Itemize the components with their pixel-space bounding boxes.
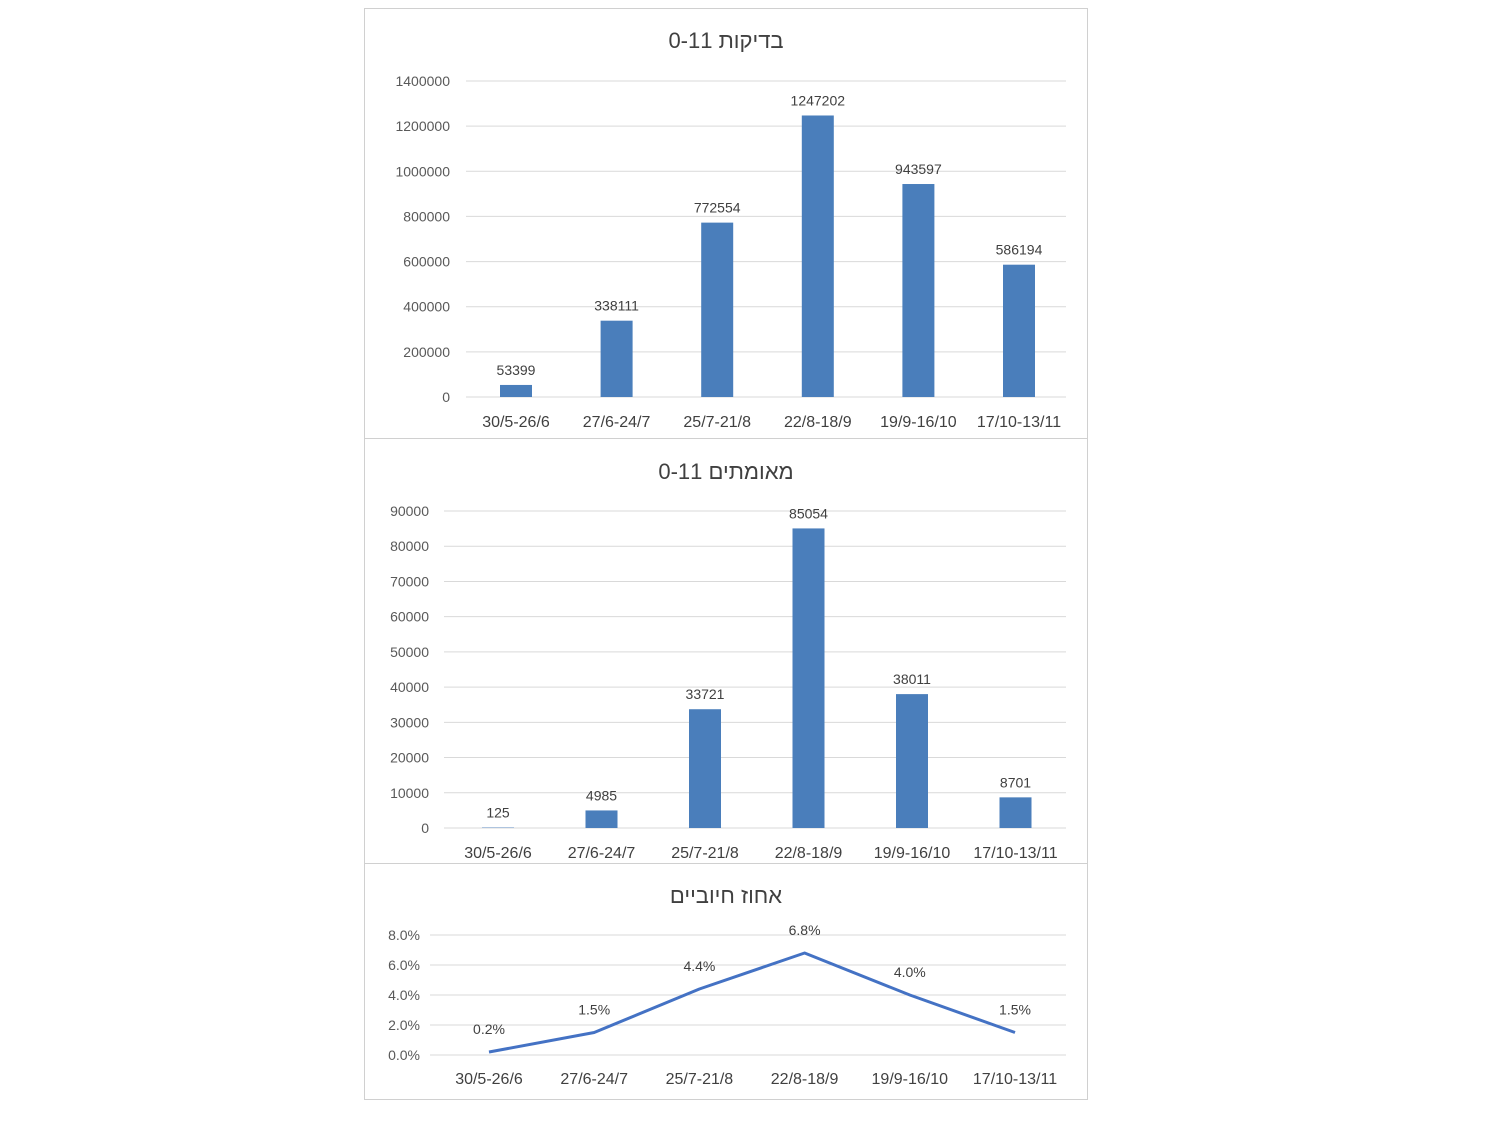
- data-label: 943597: [895, 161, 942, 177]
- y-tick-label: 60000: [390, 609, 429, 625]
- panel-divider: [364, 863, 1088, 864]
- x-tick-label: 30/5-26/6: [482, 414, 550, 431]
- bar: [701, 222, 734, 397]
- chart-title: מאומתים 0-11: [658, 459, 793, 484]
- x-tick-label: 30/5-26/6: [455, 1071, 523, 1088]
- chart-title: אחוז חיוביים: [670, 883, 782, 908]
- y-tick-label: 800000: [403, 208, 450, 224]
- y-tick-label: 40000: [390, 679, 429, 695]
- data-label: 6.8%: [789, 922, 821, 938]
- x-tick-label: 27/6-24/7: [568, 845, 636, 862]
- data-label: 4.4%: [683, 958, 715, 974]
- x-tick-label: 19/9-16/10: [880, 414, 957, 431]
- x-tick-label: 27/6-24/7: [560, 1071, 628, 1088]
- chart-title: בדיקות 0-11: [668, 28, 783, 53]
- data-label: 4.0%: [894, 964, 926, 980]
- x-tick-label: 22/8-18/9: [771, 1071, 839, 1088]
- y-tick-label: 20000: [390, 750, 429, 766]
- bar: [801, 115, 834, 397]
- x-tick-label: 22/8-18/9: [784, 414, 852, 431]
- y-tick-label: 600000: [403, 254, 450, 270]
- y-tick-label: 90000: [390, 503, 429, 519]
- data-label: 4985: [586, 787, 617, 803]
- bar: [999, 797, 1032, 828]
- data-label: 33721: [686, 686, 725, 702]
- bar: [600, 320, 633, 397]
- bar: [689, 709, 721, 828]
- y-tick-label: 1400000: [395, 73, 450, 89]
- x-tick-label: 17/10-13/11: [973, 1071, 1057, 1088]
- bar: [1003, 264, 1035, 397]
- x-tick-label: 25/7-21/8: [683, 414, 751, 431]
- x-tick-label: 19/9-16/10: [874, 845, 951, 862]
- data-label: 85054: [789, 505, 828, 521]
- x-tick-label: 27/6-24/7: [583, 414, 651, 431]
- bar: [500, 384, 532, 397]
- x-tick-label: 17/10-13/11: [977, 414, 1061, 431]
- series-line: [488, 951, 1016, 1054]
- x-tick-label: 17/10-13/11: [973, 845, 1057, 862]
- bar: [792, 528, 825, 828]
- y-tick-label: 0: [421, 820, 429, 836]
- y-tick-label: 1000000: [395, 163, 450, 179]
- y-tick-label: 10000: [390, 785, 429, 801]
- y-tick-label: 70000: [390, 573, 429, 589]
- data-label: 1247202: [791, 92, 846, 108]
- y-tick-label: 400000: [403, 299, 450, 315]
- data-label: 0.2%: [473, 1021, 505, 1037]
- x-tick-label: 25/7-21/8: [671, 845, 739, 862]
- y-tick-label: 80000: [390, 538, 429, 554]
- y-tick-label: 200000: [403, 344, 450, 360]
- y-tick-label: 4.0%: [388, 987, 420, 1003]
- bar: [585, 810, 618, 828]
- x-tick-label: 19/9-16/10: [872, 1071, 949, 1088]
- y-tick-label: 1200000: [395, 118, 450, 134]
- x-tick-label: 25/7-21/8: [666, 1071, 734, 1088]
- y-tick-label: 30000: [390, 714, 429, 730]
- y-tick-label: 50000: [390, 644, 429, 660]
- data-label: 38011: [893, 671, 931, 687]
- data-label: 338111: [594, 298, 639, 314]
- data-label: 8701: [1000, 774, 1031, 790]
- panel-divider: [364, 438, 1088, 439]
- data-label: 1.5%: [999, 1002, 1031, 1018]
- x-tick-label: 30/5-26/6: [464, 845, 532, 862]
- data-label: 586194: [996, 242, 1043, 258]
- data-label: 125: [486, 805, 510, 821]
- bar: [896, 694, 928, 828]
- data-label: 772554: [694, 200, 741, 216]
- y-tick-label: 0.0%: [388, 1047, 420, 1063]
- data-label: 1.5%: [578, 1002, 610, 1018]
- data-label: 53399: [497, 362, 536, 378]
- y-tick-label: 8.0%: [388, 927, 420, 943]
- y-tick-label: 2.0%: [388, 1017, 420, 1033]
- y-tick-label: 0: [442, 389, 450, 405]
- chart-frame: [364, 8, 1088, 1100]
- y-tick-label: 6.0%: [388, 957, 420, 973]
- bar: [902, 184, 935, 397]
- x-tick-label: 22/8-18/9: [775, 845, 843, 862]
